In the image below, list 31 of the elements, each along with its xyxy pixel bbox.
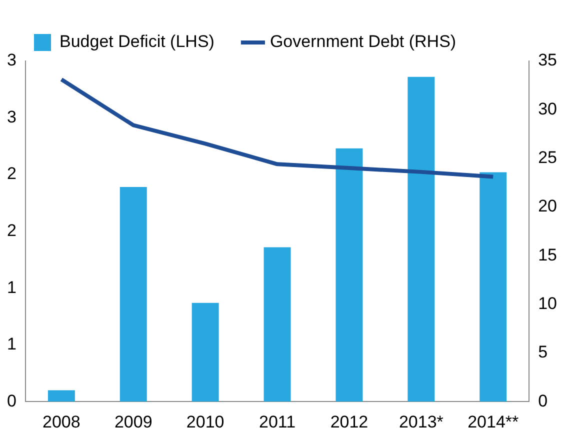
y-tick-label: 1 — [6, 334, 16, 354]
y2-tick-label: 35 — [538, 50, 558, 70]
bar — [48, 390, 75, 402]
y-tick-label: 2 — [6, 220, 16, 240]
bar — [408, 76, 435, 402]
y-tick-label: 3 — [6, 107, 16, 126]
y-tick-label: 1 — [6, 278, 16, 297]
y2-tick-label: 15 — [538, 245, 558, 264]
bar — [120, 187, 147, 402]
y-tick-label: 0 — [6, 391, 16, 410]
bar — [336, 148, 363, 402]
x-tick-label: 2011 — [258, 412, 296, 432]
x-tick-label: 2014** — [468, 412, 520, 432]
x-tick-label: 2012 — [330, 412, 368, 432]
bar — [264, 247, 291, 402]
y2-tick-label: 0 — [538, 391, 548, 410]
y-tick-label: 3 — [6, 50, 16, 70]
x-tick-label: 2013* — [398, 412, 444, 432]
y2-tick-label: 20 — [538, 196, 558, 216]
bar — [480, 172, 507, 402]
x-tick-label: 2008 — [42, 412, 80, 432]
x-tick-label: 2010 — [186, 412, 224, 432]
legend-label: Government Debt (RHS) — [270, 32, 456, 52]
y2-tick-label: 25 — [538, 148, 558, 167]
y-tick-label: 2 — [6, 164, 16, 184]
y2-tick-label: 5 — [538, 342, 548, 362]
x-tick-label: 2009 — [114, 412, 152, 432]
legend-label: Budget Deficit (LHS) — [60, 32, 214, 52]
bar — [192, 302, 219, 402]
y2-tick-label: 30 — [538, 99, 558, 118]
y2-tick-label: 10 — [538, 294, 558, 313]
